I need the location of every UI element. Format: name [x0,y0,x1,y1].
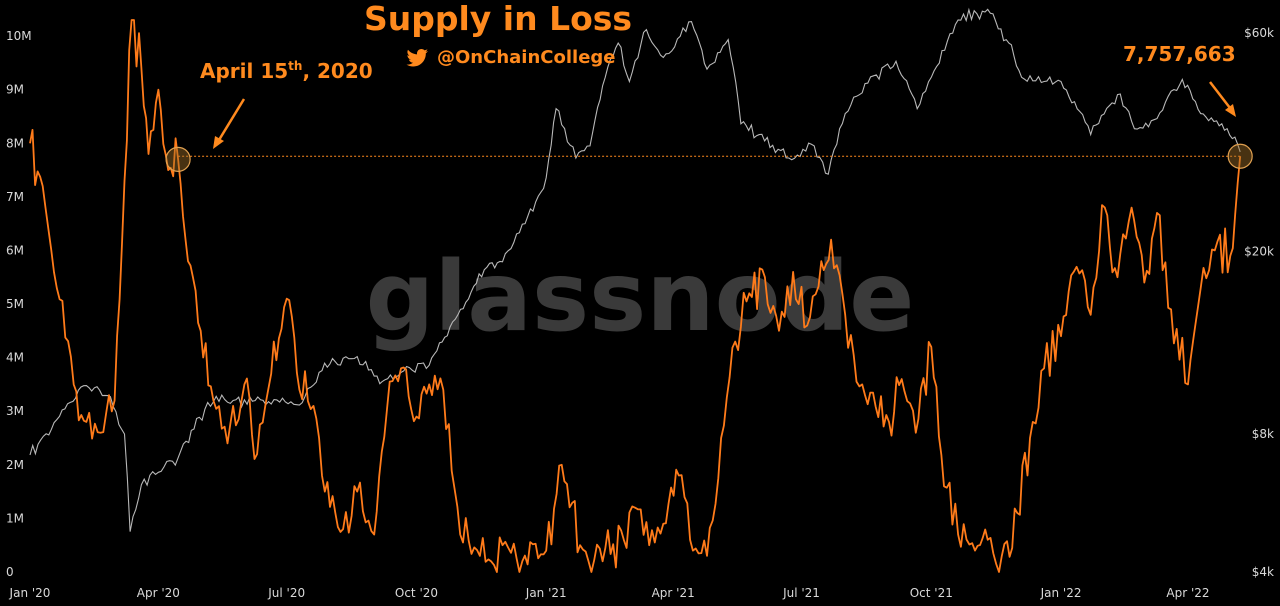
x-tick-label: Oct '20 [395,586,438,600]
y-left-tick-label: 9M [6,83,24,97]
y-left-tick-label: 1M [6,511,24,525]
y-left-tick-label: 5M [6,297,24,311]
annotation-arrow-latest [1209,81,1231,109]
series-line-supply [29,19,1242,573]
y-right-tick-label: $60k [1244,26,1274,40]
twitter-handle: @OnChainCollege [406,47,616,68]
twitter-bird-icon [406,48,428,67]
marker-latest-value [1227,143,1253,169]
y-left-tick-label: 4M [6,351,24,365]
annotation-april-15-2020: April 15th, 2020 [200,59,373,149]
x-tick-label: Apr '21 [652,586,695,600]
annotation-markers [165,143,1253,172]
y-left-tick-label: 0 [6,565,14,579]
y-left-tick-label: 7M [6,190,24,204]
watermark: glassnode [366,241,915,353]
x-tick-label: Jan '22 [1040,586,1082,600]
y-right-tick-label: $4k [1252,565,1274,579]
marker-april-15-2020 [165,146,191,172]
y-axis-right: $4k $8k $20k $60k [1244,26,1274,579]
series-line-price [29,7,1241,532]
y-left-tick-label: 8M [6,136,24,150]
arrow-head-icon [213,136,224,149]
x-tick-label: Apr '20 [137,586,180,600]
annotation-label-latest-value: 7,757,663 [1123,42,1236,66]
x-tick-label: Apr '22 [1166,586,1209,600]
annotation-latest-value: 7,757,663 [1123,42,1236,117]
chart-title: Supply in Loss [364,0,632,38]
x-tick-label: Jan '21 [525,586,567,600]
arrow-head-icon [1225,104,1236,117]
twitter-handle-text: @OnChainCollege [437,47,616,68]
x-tick-label: Jul '20 [267,586,305,600]
annotation-arrow-april-15 [217,98,246,141]
y-right-tick-label: $8k [1252,427,1274,441]
x-axis: Jan '20 Apr '20 Jul '20 Oct '20 Jan '21 Apr '… [9,586,1210,600]
annotation-label-april-15: April 15th, 2020 [200,59,373,83]
y-left-tick-label: 2M [6,458,24,472]
x-tick-label: Oct '21 [910,586,953,600]
y-left-tick-label: 6M [6,243,24,257]
y-left-tick-label: 10M [6,29,32,43]
x-tick-label: Jan '20 [9,586,51,600]
y-left-tick-label: 3M [6,404,24,418]
x-tick-label: Jul '21 [782,586,820,600]
y-axis-left: 0 1M 2M 3M 4M 5M 6M 7M 8M 9M 10M [6,29,32,579]
y-right-tick-label: $20k [1244,245,1274,259]
